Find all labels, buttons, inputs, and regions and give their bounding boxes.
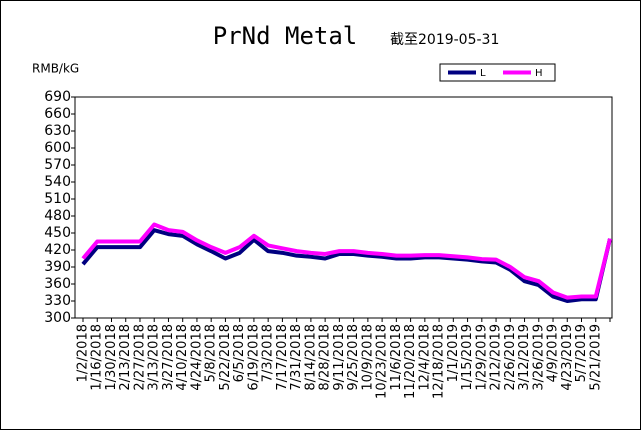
legend-label: L xyxy=(480,68,486,79)
x-tick-label: 3/26/2019 xyxy=(531,324,546,391)
x-tick-label: 7/3/2018 xyxy=(261,324,276,382)
x-tick-label: 1/29/2019 xyxy=(474,324,489,391)
x-tick-label: 8/14/2018 xyxy=(303,324,318,391)
x-tick-label: 1/1/2019 xyxy=(446,324,461,382)
x-tick-label: 1/15/2019 xyxy=(460,324,475,391)
y-tick-label: 690 xyxy=(44,89,71,105)
y-tick-label: 540 xyxy=(44,174,71,190)
x-tick-label: 2/26/2019 xyxy=(503,324,518,391)
chart-title: PrNd Metal xyxy=(213,22,358,50)
x-tick-label: 11/6/2018 xyxy=(389,324,404,391)
x-tick-label: 4/24/2018 xyxy=(189,324,204,391)
x-tick-label: 4/10/2018 xyxy=(175,324,190,391)
chart-subtitle: 截至2019-05-31 xyxy=(390,32,499,48)
plot-area xyxy=(74,96,613,319)
y-tick-label: 600 xyxy=(44,140,71,156)
x-tick-label: 3/12/2019 xyxy=(517,324,532,391)
x-tick-label: 11/20/2018 xyxy=(403,324,418,399)
x-tick-label: 9/25/2018 xyxy=(346,324,361,391)
x-tick-label: 2/13/2018 xyxy=(118,324,133,391)
x-tick-label: 5/22/2018 xyxy=(218,324,233,391)
x-tick-label: 3/13/2018 xyxy=(147,324,162,391)
x-tick-label: 4/23/2019 xyxy=(560,324,575,391)
x-tick-label: 5/7/2019 xyxy=(574,324,589,382)
x-tick-label: 3/27/2018 xyxy=(161,324,176,391)
y-tick-label: 660 xyxy=(44,106,71,122)
y-tick-label: 390 xyxy=(44,259,71,275)
x-tick-label: 7/31/2018 xyxy=(289,324,304,391)
x-tick-label: 1/2/2018 xyxy=(76,324,91,382)
x-tick-label: 6/19/2018 xyxy=(246,324,261,391)
x-tick-label: 5/8/2018 xyxy=(204,324,219,382)
y-tick-label: 300 xyxy=(44,310,71,326)
y-tick-label: 450 xyxy=(44,225,71,241)
legend-label: H xyxy=(535,68,543,79)
x-tick-label: 12/4/2018 xyxy=(417,324,432,391)
x-tick-label: 1/30/2018 xyxy=(104,324,119,391)
x-tick-label: 8/28/2018 xyxy=(318,324,333,391)
x-tick-label: 5/21/2019 xyxy=(588,324,603,391)
series-line xyxy=(81,222,612,300)
y-axis-label: RMB/kG xyxy=(32,62,79,76)
y-tick-label: 570 xyxy=(44,157,71,173)
y-tick-label: 480 xyxy=(44,208,71,224)
series-line xyxy=(81,228,612,303)
x-tick-label: 10/9/2018 xyxy=(360,324,375,391)
x-tick-label: 9/11/2018 xyxy=(332,324,347,391)
y-tick-label: 630 xyxy=(44,123,71,139)
x-tick-label: 4/9/2019 xyxy=(546,324,561,382)
y-tick-label: 510 xyxy=(44,191,71,207)
x-tick-label: 2/27/2018 xyxy=(132,324,147,391)
y-tick-label: 360 xyxy=(44,276,71,292)
y-tick-label: 420 xyxy=(44,242,71,258)
legend-box xyxy=(439,63,556,82)
x-tick-label: 1/16/2018 xyxy=(90,324,105,391)
x-tick-label: 12/18/2018 xyxy=(432,324,447,399)
x-tick-label: 10/23/2018 xyxy=(375,324,390,399)
x-tick-label: 6/5/2018 xyxy=(232,324,247,382)
x-tick-label: 7/17/2018 xyxy=(275,324,290,391)
x-tick-label: 2/12/2019 xyxy=(489,324,504,391)
y-tick-label: 330 xyxy=(44,293,71,309)
